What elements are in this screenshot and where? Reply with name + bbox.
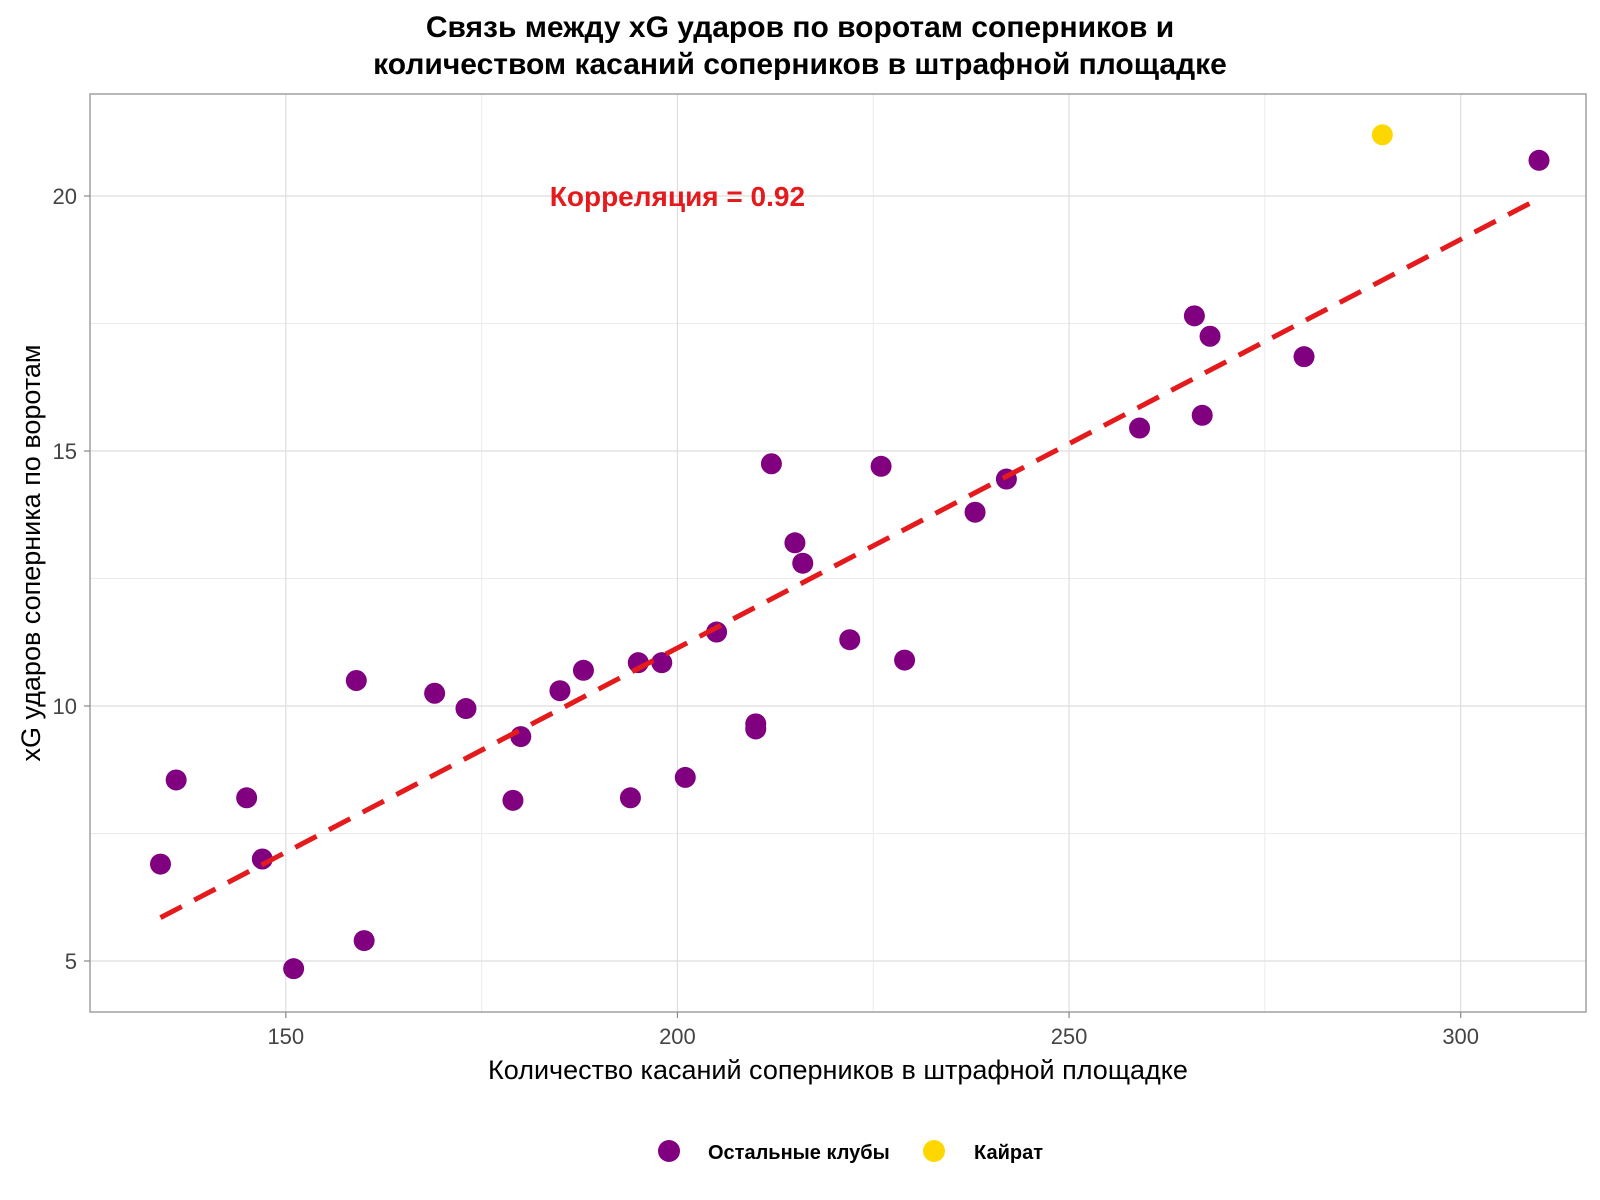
x-tick-label-250: 250	[1051, 1024, 1088, 1049]
point-other-club-4	[283, 958, 305, 980]
correlation-annotation: Корреляция = 0.92	[550, 181, 805, 212]
x-tick-label-150: 150	[267, 1024, 304, 1049]
point-other-club-1	[165, 769, 187, 791]
point-other-club-23	[839, 629, 861, 651]
point-other-club-6	[353, 930, 375, 952]
legend-marker-other-clubs	[658, 1140, 680, 1162]
point-other-club-28	[1129, 417, 1151, 439]
legend-label-other-clubs: Остальные клубы	[708, 1142, 890, 1164]
axis-ticks: 150 200 250 300 5 10 15 20	[53, 184, 1480, 1049]
point-other-club-13	[619, 787, 641, 809]
point-other-club-20	[760, 453, 782, 475]
point-other-club-24	[870, 455, 892, 477]
point-other-club-2	[236, 787, 258, 809]
point-other-club-21	[784, 532, 806, 554]
point-other-club-32	[1293, 346, 1315, 368]
chart-title-line-1: Связь между xG ударов по воротам соперни…	[426, 11, 1174, 44]
point-other-club-5	[345, 670, 367, 691]
trendline-layer	[159, 196, 1541, 920]
point-other-club-17	[706, 621, 728, 643]
point-other-club-31	[1199, 325, 1221, 347]
point-other-club-11	[549, 680, 571, 702]
x-tick-label-300: 300	[1442, 1024, 1479, 1049]
y-tick-label-10: 10	[53, 694, 77, 719]
data-points	[149, 124, 1550, 980]
x-tick-label-200: 200	[659, 1024, 696, 1049]
point-other-club-16	[674, 766, 696, 788]
chart-title-line-2: количеством касаний соперников в штрафно…	[373, 48, 1227, 81]
point-other-club-15	[651, 652, 673, 674]
point-other-club-7	[424, 682, 446, 704]
point-other-club-8	[455, 698, 477, 720]
legend-label-kairat: Кайрат	[974, 1142, 1043, 1164]
plot-panel-border	[89, 93, 1587, 1013]
point-other-club-29	[1183, 305, 1205, 327]
point-other-club-26	[964, 501, 986, 523]
point-other-club-12	[572, 659, 594, 681]
y-tick-label-20: 20	[53, 184, 77, 209]
point-other-club-33	[1528, 149, 1550, 171]
trendline	[159, 196, 1541, 920]
point-other-club-0	[149, 853, 171, 875]
x-axis-label: Количество касаний соперников в штрафной…	[488, 1055, 1188, 1085]
point-other-club-9	[502, 789, 524, 811]
grid-lines	[89, 94, 1586, 1012]
legend: Остальные клубы Кайрат	[658, 1140, 1043, 1164]
point-other-club-25	[894, 649, 916, 671]
legend-marker-kairat	[923, 1140, 945, 1162]
y-tick-label-15: 15	[53, 439, 77, 464]
point-other-club-30	[1191, 404, 1213, 426]
point-other-club-22	[792, 552, 814, 574]
point-other-club-10	[510, 726, 532, 748]
point-kairat-0	[1371, 124, 1393, 146]
y-tick-label-5: 5	[65, 949, 77, 974]
y-axis-label: xG ударов соперника по воротам	[16, 345, 46, 762]
point-other-club-19	[745, 718, 767, 740]
